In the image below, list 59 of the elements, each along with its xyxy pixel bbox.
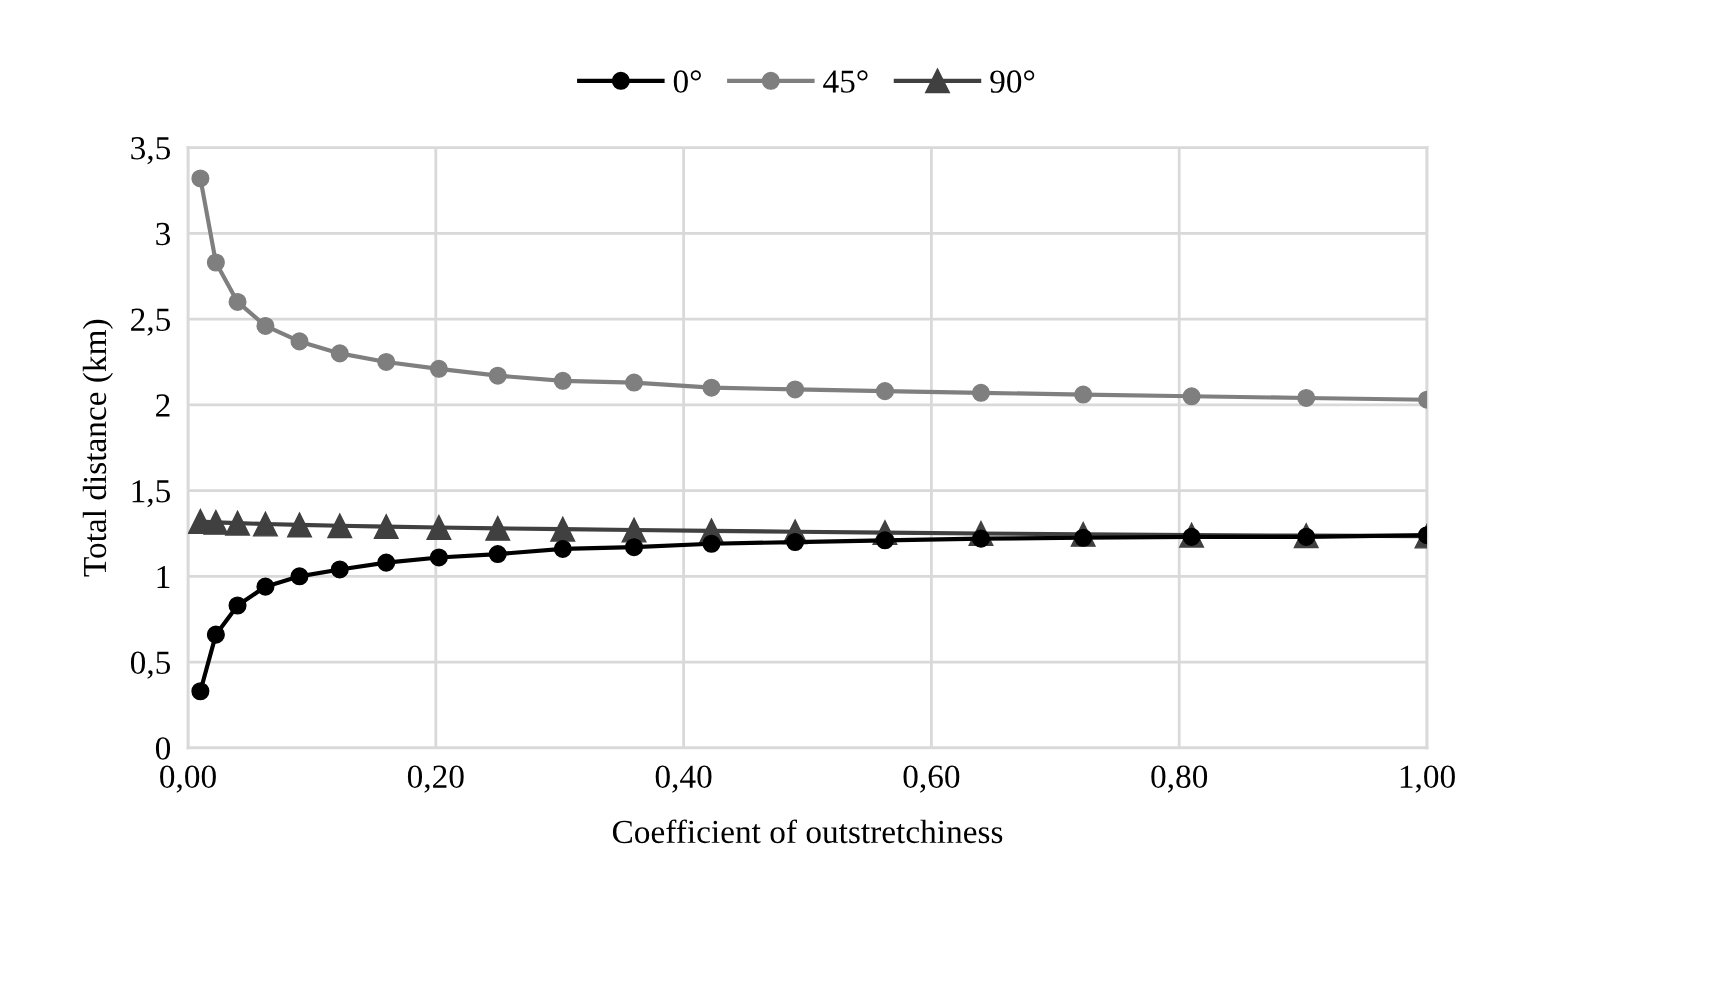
x-tick-label: 0,80: [1151, 765, 1208, 793]
x-tick-label: 0,60: [903, 765, 960, 793]
point: [191, 169, 210, 188]
y-tick-label: 0: [155, 737, 171, 760]
x-tick-label: 0,20: [407, 765, 464, 793]
y-tick-label: 0,5: [130, 651, 171, 679]
point: [702, 378, 721, 397]
point: [553, 371, 572, 390]
legend-label: 45°: [823, 70, 868, 93]
legend-label: 90°: [990, 70, 1035, 93]
point: [488, 366, 507, 385]
y-tick-label: 3,5: [131, 137, 171, 165]
point: [1182, 387, 1201, 406]
y-tick-label: 2,5: [131, 308, 171, 336]
point: [550, 516, 576, 542]
y-tick-label: 3: [156, 222, 171, 246]
point: [429, 548, 448, 567]
point: [206, 253, 225, 272]
x-tick-label: 0,00: [160, 765, 216, 793]
point: [327, 513, 353, 539]
point: [228, 292, 247, 311]
point: [330, 344, 349, 363]
point: [786, 533, 805, 552]
point: [786, 380, 805, 399]
x-axis-title: Coefficient of outstretchiness: [612, 819, 1003, 844]
point: [287, 512, 313, 538]
point: [1074, 385, 1093, 404]
point: [485, 515, 511, 541]
point: [290, 332, 309, 351]
point: [553, 539, 572, 558]
point: [228, 596, 247, 615]
point: [191, 682, 210, 701]
y-tick-label: 1: [157, 565, 170, 588]
point: [1297, 388, 1316, 408]
point: [377, 553, 396, 572]
point: [290, 567, 309, 586]
point: [203, 509, 229, 535]
point: [702, 534, 721, 553]
point: [488, 545, 507, 564]
x-tick-label: 0,40: [655, 765, 712, 793]
y-axis-title: Total distance (km): [82, 319, 113, 577]
point: [429, 359, 448, 378]
point: [256, 577, 275, 596]
y-tick-label: 2: [156, 394, 170, 417]
point: [225, 510, 251, 536]
point: [330, 560, 349, 579]
point: [256, 316, 275, 335]
y-tick-label: 1,5: [132, 480, 171, 508]
point: [971, 383, 990, 402]
x-tick-label: 1,00: [1400, 765, 1455, 793]
point: [625, 538, 644, 557]
point: [875, 382, 894, 401]
legend-label: 0°: [673, 70, 701, 93]
point: [206, 625, 225, 644]
point: [426, 514, 452, 540]
point: [373, 514, 399, 540]
point: [625, 373, 644, 392]
point: [377, 352, 396, 371]
point: [252, 511, 278, 537]
